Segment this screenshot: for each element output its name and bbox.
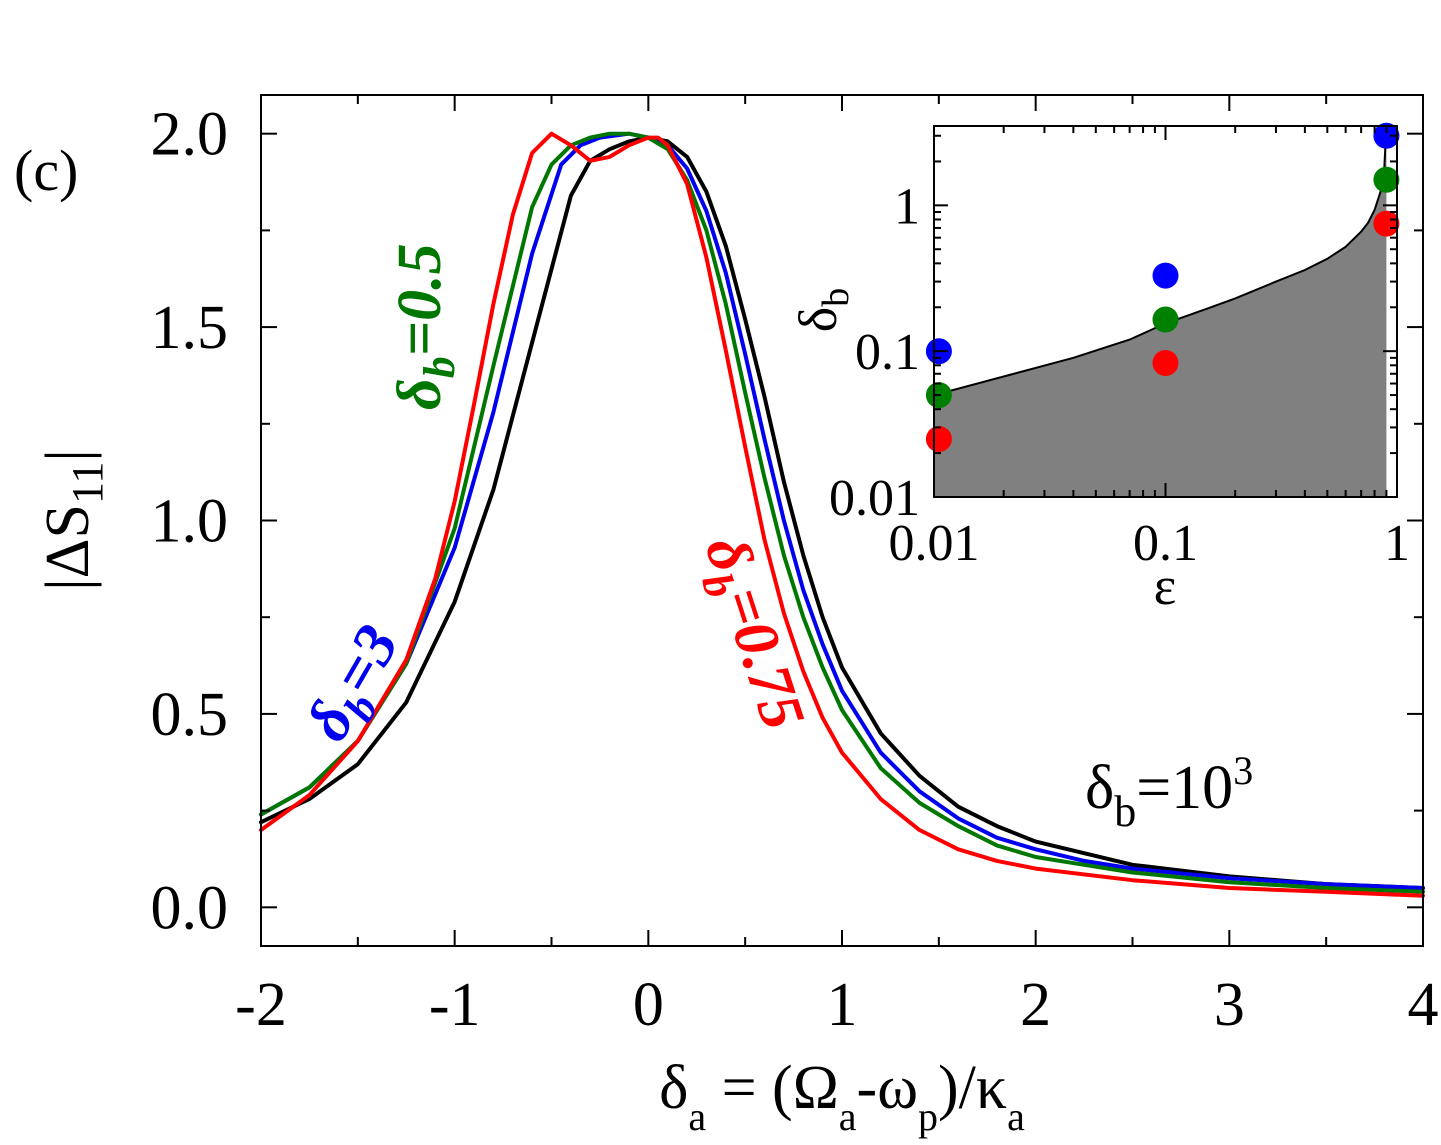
x-tick-label: 4 <box>1408 971 1439 1039</box>
inset-x-tick-label: 1 <box>1384 515 1410 572</box>
inset-y-tick-label: 0.01 <box>829 470 920 527</box>
inset-y-tick-label: 0.1 <box>855 324 920 381</box>
inset-plot: 0.01 0.1 1 0.01 0.1 1 δb ε <box>788 122 1410 616</box>
x-tick-label: 0 <box>633 971 664 1039</box>
inset-x-axis-label: ε <box>1154 556 1177 616</box>
series-line-3 <box>259 131 1425 898</box>
main-x-axis-label: δa = (Ωa-ωp)/κa <box>659 1054 1025 1139</box>
x-tick-label: -1 <box>429 971 481 1039</box>
annotation-delta-b-0.5: δb=0.5 <box>386 243 464 410</box>
inset-data-point <box>1152 350 1179 376</box>
y-tick-label: 1.0 <box>151 488 229 556</box>
inset-boundary-line <box>933 125 1388 397</box>
x-tick-label: 3 <box>1214 971 1245 1039</box>
x-tick-label: 2 <box>1020 971 1051 1039</box>
main-axis-ticks: -2 -1 0 1 2 3 4 0.0 0.5 1.0 1.5 2.0 <box>151 95 1439 1039</box>
series-line-2 <box>259 131 1425 894</box>
main-plot-curves <box>259 131 1425 898</box>
series-line-0 <box>259 135 1425 890</box>
inset-y-axis-label: δb <box>788 288 857 332</box>
inset-data-point <box>1373 122 1400 149</box>
inset-x-tick-label: 0.01 <box>889 515 980 572</box>
y-tick-label: 0.5 <box>151 681 229 749</box>
inset-y-tick-label: 1 <box>894 178 920 235</box>
annotation-delta-b-1000: δb=103 <box>1085 748 1253 836</box>
y-tick-label: 1.5 <box>151 294 229 362</box>
x-tick-label: 1 <box>827 971 858 1039</box>
inset-data-point <box>1373 210 1400 237</box>
inset-shaded-region <box>934 126 1387 497</box>
main-y-axis-label: |ΔS11| <box>34 449 112 591</box>
y-tick-label: 0.0 <box>151 874 229 942</box>
panel-label: (c) <box>14 138 78 203</box>
y-tick-label: 2.0 <box>151 101 229 169</box>
x-tick-label: -2 <box>235 971 287 1039</box>
inset-x-tick-label: 0.1 <box>1133 515 1198 572</box>
inset-data-point <box>1373 166 1400 193</box>
series-line-1 <box>259 131 1425 890</box>
inset-data-point <box>1152 306 1179 333</box>
inset-data-point <box>925 426 952 452</box>
inset-data-point <box>1152 262 1179 289</box>
